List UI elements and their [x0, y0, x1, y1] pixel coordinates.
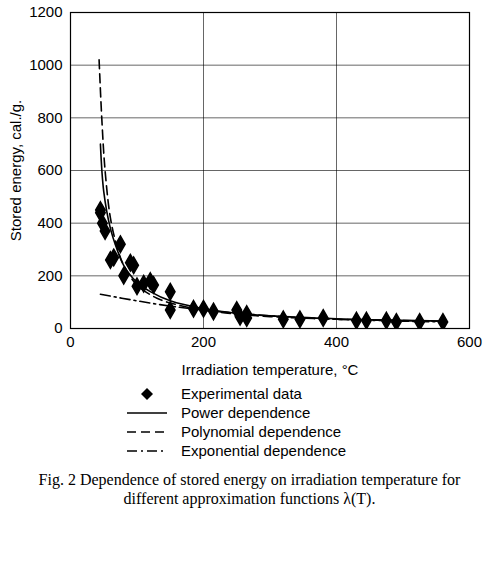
svg-text:0: 0 [54, 319, 62, 336]
html-text:Exponential dependence: Exponential dependence [181, 442, 347, 459]
svg-text:1000: 1000 [29, 56, 62, 73]
html-text:Fig. 2 Dependence of stored en: Fig. 2 Dependence of stored energy on ir… [38, 471, 461, 508]
svg-text:200: 200 [191, 333, 216, 350]
svg-text:Irradiation temperature, °C: Irradiation temperature, °C [182, 361, 359, 378]
svg-text:400: 400 [37, 214, 62, 231]
svg-text:600: 600 [457, 333, 482, 350]
svg-text:1200: 1200 [29, 3, 62, 20]
svg-text:200: 200 [37, 267, 62, 284]
svg-text:400: 400 [324, 333, 349, 350]
html-text:Power dependence: Power dependence [181, 404, 311, 421]
html-text:Experimental data: Experimental data [181, 385, 302, 402]
svg-text:600: 600 [37, 161, 62, 178]
html-text:Polynomial dependence: Polynomial dependence [181, 423, 342, 440]
svg-text:0: 0 [66, 333, 74, 350]
svg-text:800: 800 [37, 109, 62, 126]
svg-text:Stored energy, cal./g.: Stored energy, cal./g. [7, 100, 24, 241]
